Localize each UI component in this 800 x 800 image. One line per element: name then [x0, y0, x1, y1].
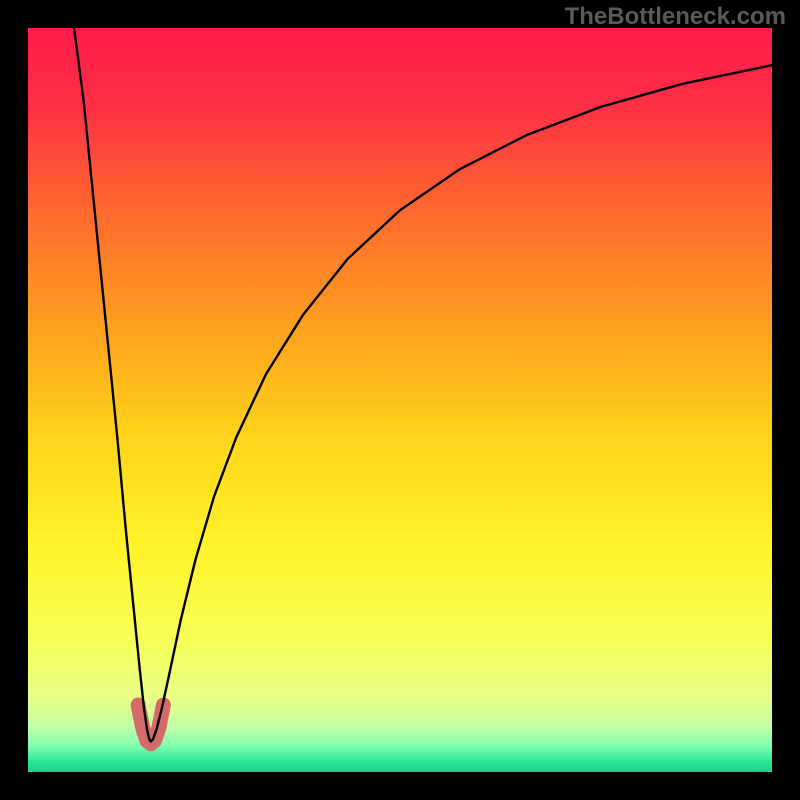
plot-svg [28, 28, 772, 772]
watermark-text: TheBottleneck.com [565, 3, 786, 31]
chart-container: TheBottleneck.com [0, 0, 800, 800]
